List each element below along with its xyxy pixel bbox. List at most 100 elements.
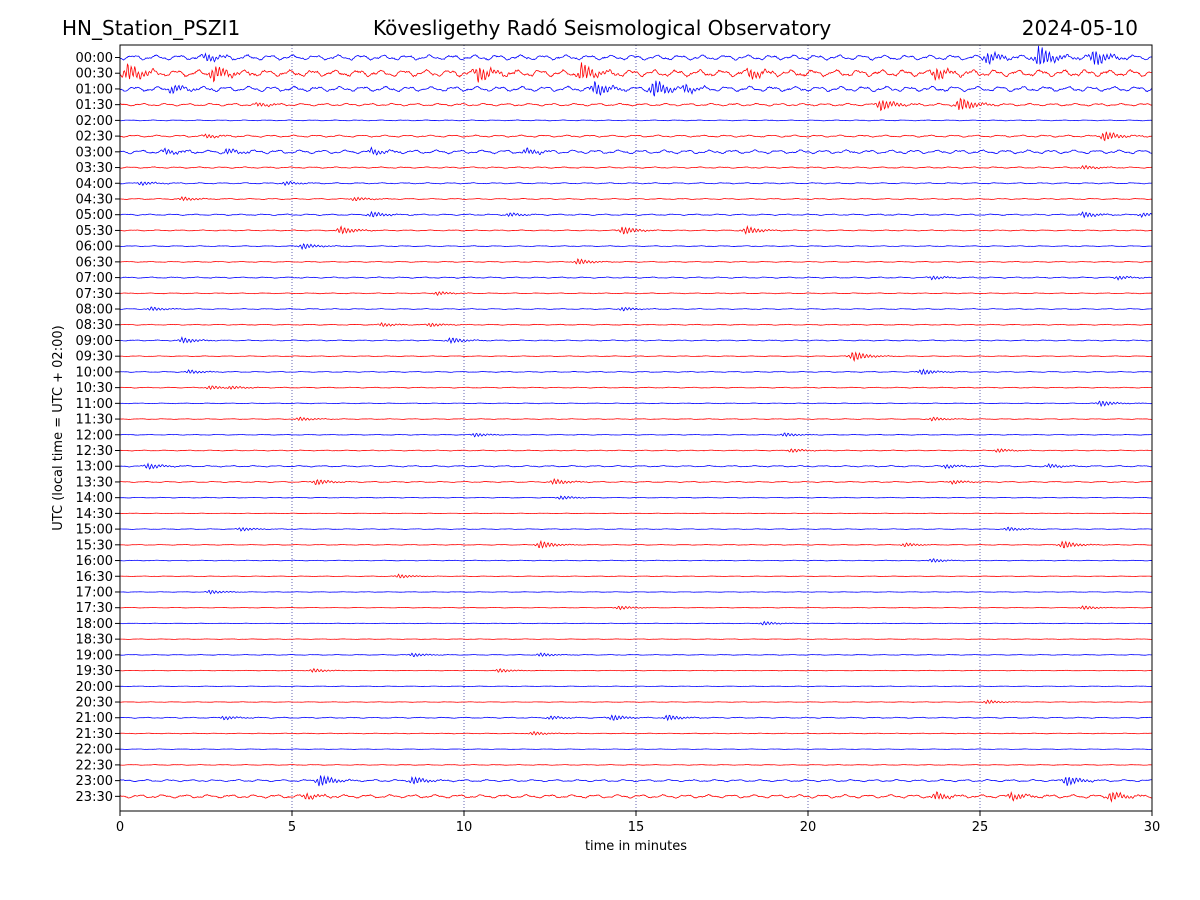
- y-tick-label: 08:00: [76, 303, 113, 318]
- y-tick-label: 15:30: [76, 538, 113, 553]
- y-tick-label: 14:30: [76, 507, 113, 522]
- trace-line: [119, 321, 1153, 328]
- y-tick-label: 05:30: [76, 224, 113, 239]
- x-gridlines: [291, 45, 981, 811]
- y-tick-label: 03:30: [76, 161, 113, 176]
- y-tick-label: 11:30: [76, 413, 113, 428]
- x-tick-label: 25: [972, 820, 989, 835]
- trace-line: [119, 45, 1153, 66]
- x-tick-label: 5: [288, 820, 296, 835]
- trace-line: [119, 432, 1153, 438]
- trace-line: [119, 385, 1153, 391]
- y-tick-label: 10:00: [76, 365, 113, 380]
- trace-line: [119, 748, 1153, 750]
- y-tick-label: 02:00: [76, 114, 113, 129]
- trace-line: [119, 97, 1153, 112]
- y-tick-label: 03:00: [76, 145, 113, 160]
- y-tick-label: 18:00: [76, 617, 113, 632]
- y-axis-ticks: 00:0000:3001:0001:3002:0002:3003:0003:30…: [76, 51, 120, 805]
- y-tick-label: 09:00: [76, 334, 113, 349]
- y-tick-label: 19:00: [76, 648, 113, 663]
- y-tick-label: 04:00: [76, 177, 113, 192]
- trace-line: [119, 275, 1153, 281]
- x-axis-label: time in minutes: [585, 839, 687, 854]
- trace-line: [119, 652, 1153, 658]
- y-tick-label: 21:00: [76, 711, 113, 726]
- y-tick-label: 05:00: [76, 208, 113, 223]
- y-tick-label: 07:30: [76, 287, 113, 302]
- y-tick-label: 18:30: [76, 633, 113, 648]
- y-tick-label: 00:30: [76, 67, 113, 82]
- x-tick-label: 15: [628, 820, 645, 835]
- y-axis-label: UTC (local time = UTC + 02:00): [51, 325, 66, 530]
- y-tick-label: 12:30: [76, 444, 113, 459]
- y-tick-label: 23:00: [76, 774, 113, 789]
- trace-line: [119, 351, 1153, 363]
- trace-line: [120, 699, 1153, 705]
- trace-line: [119, 400, 1152, 408]
- seismic-traces: [119, 45, 1153, 802]
- y-tick-label: 16:30: [76, 570, 113, 585]
- y-tick-label: 20:00: [76, 680, 113, 695]
- trace-line: [119, 368, 1153, 375]
- x-tick-label: 30: [1144, 820, 1161, 835]
- y-tick-label: 12:00: [76, 428, 113, 443]
- y-tick-label: 07:00: [76, 271, 113, 286]
- y-tick-label: 14:00: [76, 491, 113, 506]
- trace-line: [119, 539, 1153, 549]
- station-name: HN_Station_PSZI1: [62, 16, 241, 40]
- y-tick-label: 02:30: [76, 130, 113, 145]
- trace-line: [119, 685, 1153, 687]
- x-tick-label: 0: [116, 820, 124, 835]
- trace-line: [120, 196, 1153, 202]
- trace-line: [119, 210, 1153, 219]
- x-tick-label: 20: [800, 820, 817, 835]
- y-tick-label: 00:00: [76, 51, 113, 66]
- y-tick-label: 17:00: [76, 585, 113, 600]
- trace-line: [119, 478, 1153, 486]
- trace-line: [119, 589, 1153, 595]
- trace-line: [119, 512, 1153, 515]
- y-tick-label: 15:00: [76, 523, 113, 538]
- trace-line: [119, 336, 1153, 345]
- y-tick-label: 01:00: [76, 82, 113, 97]
- y-tick-label: 11:00: [76, 397, 113, 412]
- trace-line: [119, 146, 1153, 156]
- trace-line: [119, 291, 1152, 296]
- trace-line: [119, 62, 1153, 83]
- y-tick-label: 10:30: [76, 381, 113, 396]
- y-tick-label: 08:30: [76, 318, 113, 333]
- trace-line: [119, 164, 1153, 170]
- trace-line: [119, 667, 1153, 673]
- trace-line: [119, 573, 1153, 579]
- x-tick-label: 10: [456, 820, 473, 835]
- trace-line: [119, 764, 1152, 766]
- trace-line: [119, 774, 1153, 787]
- trace-line: [119, 306, 1153, 312]
- trace-line: [119, 731, 1153, 736]
- y-tick-label: 16:00: [76, 554, 113, 569]
- y-tick-label: 21:30: [76, 727, 113, 742]
- y-tick-label: 09:30: [76, 350, 113, 365]
- y-tick-label: 01:30: [76, 98, 113, 113]
- x-axis-ticks: 0 5 10 15 20 25 30: [116, 811, 1160, 835]
- y-tick-label: 13:30: [76, 475, 113, 490]
- trace-line: [119, 80, 1153, 97]
- trace-line: [119, 791, 1153, 802]
- y-tick-label: 19:30: [76, 664, 113, 679]
- trace-line: [119, 495, 1153, 501]
- trace-line: [120, 638, 1153, 640]
- record-date: 2024-05-10: [1021, 16, 1138, 40]
- trace-line: [119, 180, 1153, 187]
- trace-line: [120, 448, 1153, 453]
- trace-line: [119, 119, 1153, 122]
- trace-line: [119, 225, 1153, 235]
- y-tick-label: 22:30: [76, 758, 113, 773]
- y-tick-label: 04:30: [76, 192, 113, 207]
- y-tick-label: 13:00: [76, 460, 113, 475]
- trace-line: [119, 258, 1153, 265]
- chart-title: Kövesligethy Radó Seismological Observat…: [373, 16, 832, 40]
- trace-line: [119, 131, 1153, 142]
- y-tick-label: 17:30: [76, 601, 113, 616]
